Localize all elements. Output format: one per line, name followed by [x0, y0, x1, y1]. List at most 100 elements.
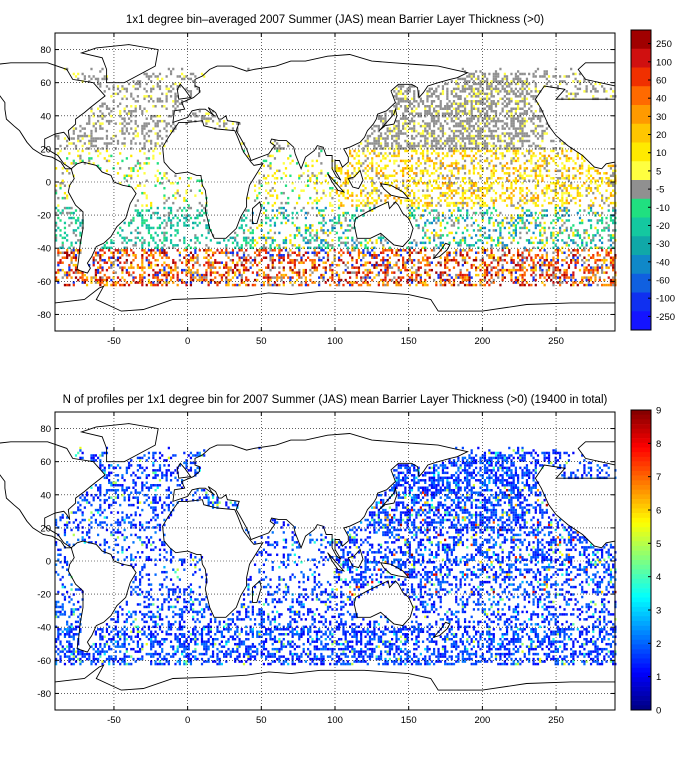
data-cell [433, 209, 436, 212]
data-cell [315, 159, 319, 163]
data-cell [307, 174, 310, 178]
data-cell [468, 182, 471, 185]
data-cell [492, 224, 495, 227]
data-cell [421, 100, 425, 103]
data-cell [512, 144, 515, 148]
data-cell [127, 174, 131, 178]
data-cell [123, 119, 126, 123]
data-cell [424, 162, 427, 165]
data-cell [541, 246, 544, 250]
data-cell [165, 122, 168, 125]
data-cell [519, 216, 522, 220]
data-cell [265, 189, 268, 192]
data-cell [156, 119, 159, 123]
data-cell [311, 172, 314, 175]
data-cell [547, 261, 551, 264]
data-cell [554, 211, 557, 215]
data-cell [494, 169, 498, 173]
data-cell [313, 263, 316, 267]
data-cell [428, 112, 431, 115]
data-cell [525, 191, 529, 195]
data-cell [386, 144, 389, 148]
data-cell [165, 107, 168, 110]
data-cell [322, 231, 325, 235]
data-cell [331, 224, 334, 227]
data-cell [320, 249, 323, 252]
data-cell [505, 132, 509, 135]
data-cell [490, 85, 493, 88]
data-cell [492, 124, 495, 128]
data-cell [514, 92, 517, 96]
data-cell [377, 144, 380, 148]
data-cell [463, 112, 467, 115]
data-cell [521, 209, 524, 212]
data-cell [415, 107, 418, 110]
data-cell [362, 169, 365, 173]
data-cell [371, 127, 374, 130]
data-cell [488, 177, 491, 180]
data-cell [298, 246, 301, 250]
data-cell [486, 82, 489, 86]
data-cell [139, 184, 142, 187]
data-cell [536, 159, 540, 163]
data-cell [72, 263, 75, 267]
data-cell [550, 182, 553, 185]
data-cell [521, 92, 524, 96]
data-cell [483, 201, 487, 205]
data-cell [61, 244, 64, 247]
data-cell [66, 249, 69, 252]
data-cell [105, 261, 109, 264]
data-cell [439, 129, 442, 133]
data-cell [77, 134, 80, 138]
data-cell [481, 144, 484, 148]
data-cell [503, 95, 506, 98]
data-cell [457, 122, 460, 125]
data-cell [433, 117, 436, 120]
data-cell [521, 90, 524, 93]
data-cell [313, 246, 316, 250]
data-cell [90, 132, 93, 135]
data-cell [253, 244, 257, 247]
data-cell [156, 234, 159, 237]
data-cell [543, 75, 546, 78]
data-cell [234, 236, 237, 240]
data-cell [371, 167, 374, 170]
data-cell [554, 162, 557, 165]
data-cell [612, 182, 615, 185]
data-cell [156, 77, 159, 81]
data-cell [70, 251, 73, 255]
data-cell [223, 263, 226, 267]
data-cell [612, 164, 615, 168]
data-cell [490, 102, 493, 106]
data-cell [379, 137, 383, 140]
data-cell [165, 97, 168, 101]
data-cell [349, 254, 352, 257]
data-cell [399, 254, 403, 257]
data-cell [234, 246, 237, 250]
data-cell [452, 132, 456, 135]
data-cell [99, 137, 102, 140]
data-cell [455, 107, 458, 110]
data-cell [439, 122, 442, 125]
data-cell [402, 263, 405, 267]
data-cell [315, 191, 319, 195]
data-cell [258, 182, 261, 185]
data-cell [112, 87, 115, 91]
data-cell [483, 139, 487, 143]
data-cell [439, 100, 442, 103]
data-cell [379, 119, 383, 123]
data-cell [605, 90, 608, 93]
data-cell [340, 224, 343, 227]
data-cell [205, 226, 208, 230]
data-cell [514, 75, 517, 78]
data-cell [421, 154, 425, 158]
data-cell [391, 142, 394, 145]
data-cell [183, 239, 186, 242]
data-cell [410, 246, 414, 250]
data-cell [99, 124, 102, 128]
data-cell [362, 184, 365, 187]
data-cell [479, 167, 482, 170]
data-cell [441, 164, 445, 168]
data-cell [119, 234, 122, 237]
data-cell [437, 186, 440, 190]
